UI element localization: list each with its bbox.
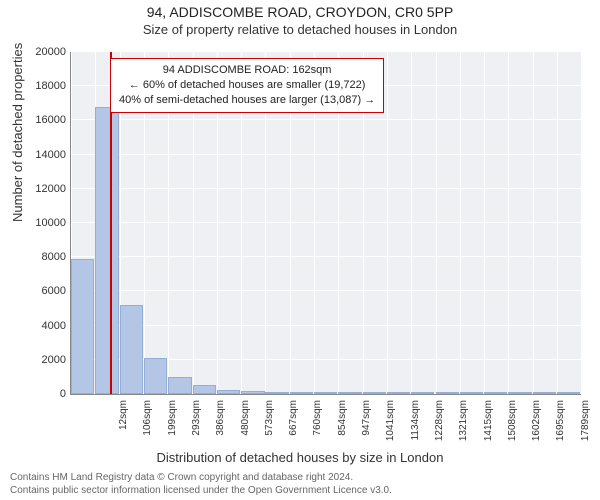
x-tick-label: 1041sqm [385, 400, 396, 450]
x-tick-label: 760sqm [312, 400, 323, 450]
legend-line1: 94 ADDISCOMBE ROAD: 162sqm [119, 63, 375, 78]
x-tick-label: 480sqm [240, 400, 251, 450]
y-tick-label: 16000 [26, 114, 66, 126]
histogram-bar [484, 392, 507, 394]
histogram-bar [363, 392, 386, 394]
histogram-bar [217, 390, 240, 394]
y-tick-label: 6000 [26, 285, 66, 297]
x-tick-label: 1134sqm [410, 400, 421, 450]
y-tick-label: 12000 [26, 183, 66, 195]
histogram-bar [265, 392, 288, 394]
x-tick-label: 1695sqm [555, 400, 566, 450]
footer-line1: Contains HM Land Registry data © Crown c… [10, 471, 590, 484]
y-tick-label: 18000 [26, 80, 66, 92]
x-tick-label: 106sqm [142, 400, 153, 450]
histogram-bar [71, 259, 94, 394]
histogram-bar [508, 392, 531, 394]
histogram-bar [120, 305, 143, 394]
x-tick-label: 1602sqm [531, 400, 542, 450]
page-subtitle: Size of property relative to detached ho… [0, 20, 600, 37]
legend-line2: ← 60% of detached houses are smaller (19… [119, 78, 375, 93]
x-tick-label: 293sqm [191, 400, 202, 450]
histogram-bar [557, 392, 580, 394]
x-tick-label: 573sqm [264, 400, 275, 450]
histogram-bar [338, 392, 361, 394]
x-tick-label: 1321sqm [458, 400, 469, 450]
histogram-bar [411, 392, 434, 394]
x-tick-label: 667sqm [288, 400, 299, 450]
footer: Contains HM Land Registry data © Crown c… [10, 471, 590, 497]
x-tick-label: 947sqm [361, 400, 372, 450]
histogram-bar [241, 391, 264, 394]
histogram-bar [387, 392, 410, 394]
x-tick-label: 1789sqm [580, 400, 591, 450]
x-tick-label: 1415sqm [483, 400, 494, 450]
x-tick-label: 386sqm [215, 400, 226, 450]
x-tick-label: 12sqm [118, 400, 129, 450]
y-tick-label: 0 [26, 388, 66, 400]
histogram-bar [314, 392, 337, 394]
legend-box: 94 ADDISCOMBE ROAD: 162sqm ← 60% of deta… [110, 58, 384, 113]
histogram-bar [436, 392, 459, 394]
histogram-bar [144, 358, 167, 394]
y-tick-label: 8000 [26, 251, 66, 263]
y-tick-label: 10000 [26, 217, 66, 229]
x-tick-label: 199sqm [167, 400, 178, 450]
y-axis-label: Number of detached properties [10, 43, 25, 222]
chart-container: 94, ADDISCOMBE ROAD, CROYDON, CR0 5PP Si… [0, 0, 600, 500]
x-axis-label: Distribution of detached houses by size … [0, 450, 600, 465]
y-tick-label: 14000 [26, 149, 66, 161]
histogram-bar [168, 377, 191, 394]
histogram-bar [460, 392, 483, 394]
histogram-bar [290, 392, 313, 394]
y-tick-label: 2000 [26, 354, 66, 366]
x-tick-label: 854sqm [337, 400, 348, 450]
legend-line3: 40% of semi-detached houses are larger (… [119, 93, 375, 108]
footer-line2: Contains public sector information licen… [10, 484, 590, 497]
page-title: 94, ADDISCOMBE ROAD, CROYDON, CR0 5PP [0, 0, 600, 20]
y-tick-label: 4000 [26, 320, 66, 332]
x-tick-label: 1508sqm [507, 400, 518, 450]
x-tick-label: 1228sqm [434, 400, 445, 450]
histogram-bar [533, 392, 556, 394]
y-tick-label: 20000 [26, 46, 66, 58]
histogram-bar [95, 107, 118, 394]
histogram-bar [193, 385, 216, 394]
